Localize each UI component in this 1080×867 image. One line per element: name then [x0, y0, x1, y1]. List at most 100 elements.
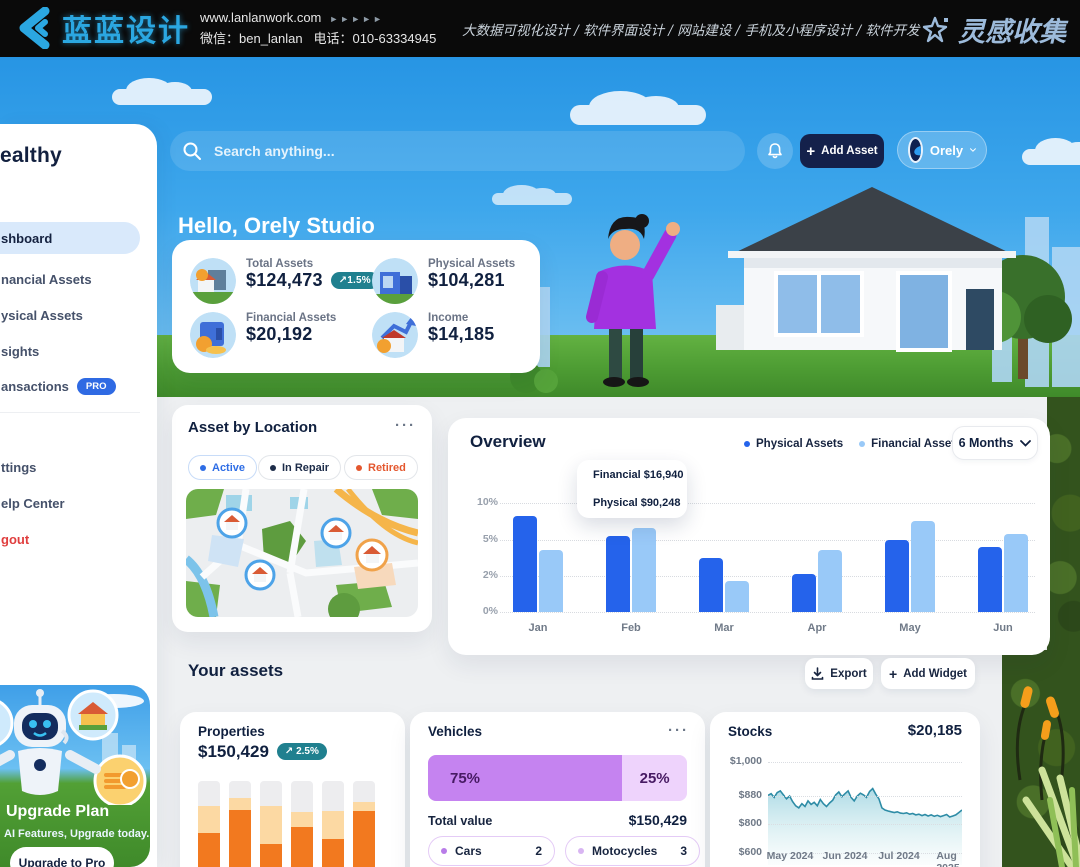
divider	[0, 412, 140, 413]
dot-icon	[441, 848, 447, 854]
pill-label: Cars	[455, 844, 482, 858]
pill-label: Motocycles	[592, 844, 658, 858]
stocks-chart	[767, 755, 963, 865]
more-options-icon[interactable]: ···	[668, 722, 689, 739]
chevron-down-icon	[970, 148, 976, 152]
search-bar[interactable]	[170, 131, 745, 171]
tooltip-row: Physical $90,248	[593, 497, 681, 509]
overview-xaxis: Jan Feb Mar Apr May Jun	[500, 622, 1035, 638]
arrows-icon: ►►►►►	[329, 14, 384, 24]
gridline	[768, 824, 962, 825]
overview-plot	[500, 500, 1035, 613]
profile-name: Orely	[929, 142, 964, 158]
overview-bar	[818, 549, 842, 612]
sidebar-item-logout[interactable]: gout	[1, 528, 29, 550]
x-tick-label: Aug 2025	[936, 850, 959, 867]
banner-services: 大数据可视化设计 / 软件界面设计 / 网站建设 / 手机及小程序设计 / 软件…	[462, 23, 920, 39]
trend-up-icon: ↗	[284, 746, 294, 757]
more-options-icon[interactable]: ···	[395, 417, 416, 434]
stacked-bar	[322, 781, 344, 867]
star-icon	[922, 16, 948, 42]
card-title: Properties	[198, 724, 265, 739]
x-tick-label: Feb	[621, 622, 641, 634]
cloud	[570, 91, 706, 125]
search-input[interactable]	[212, 142, 652, 160]
app-brand: ealthy	[0, 144, 62, 167]
sidebar-item-label: nancial Assets	[1, 271, 92, 287]
chart-tooltip: Financial $16,940 Physical $90,248	[577, 460, 687, 518]
map-pin-retired[interactable]	[355, 538, 389, 572]
brand-banner: 蓝蓝设计 www.lanlanwork.com ►►►►► 微信：ben_lanl…	[0, 0, 1080, 57]
vehicles-card: Vehicles ··· 75% 25% Total value $150,42…	[410, 712, 705, 867]
stat-income: Income $14,185	[372, 312, 494, 358]
bell-icon	[768, 143, 782, 159]
sky-background	[0, 57, 1080, 397]
filter-active[interactable]: Active	[188, 455, 258, 480]
range-select[interactable]: 6 Months	[952, 426, 1038, 460]
sidebar-item-label: elp Center	[1, 495, 65, 511]
bar-segment	[353, 781, 375, 802]
trend-up-badge: ↗ 2.5%	[276, 743, 327, 760]
chart-legend: Physical Assets Financial Assets	[744, 438, 962, 450]
bar-segment	[198, 806, 220, 834]
stat-financial-assets: Financial Assets $20,192	[190, 312, 336, 358]
overview-bar	[885, 540, 909, 612]
add-widget-button[interactable]: + Add Widget	[881, 658, 975, 689]
bar-segment	[291, 812, 313, 827]
stats-summary-card: Total Assets $124,473 ↗ 1.5% Physical Asse…	[172, 240, 540, 373]
dot-icon	[578, 848, 584, 854]
dashboard-app: ealthy shboard nancial Assets ysical Ass…	[0, 57, 1080, 867]
house	[716, 187, 1016, 352]
split-right: 25%	[622, 755, 687, 801]
x-tick-label: May 2024	[766, 850, 814, 862]
upgrade-to-pro-button[interactable]: Upgrade to Pro	[10, 847, 114, 867]
location-map[interactable]	[186, 489, 418, 617]
vehicle-pill-motocycles[interactable]: Motocycles 3	[565, 836, 700, 866]
card-title: Overview	[470, 432, 546, 451]
sidebar-item-help-center[interactable]: elp Center	[1, 492, 65, 514]
banner-url[interactable]: www.lanlanwork.com	[200, 10, 322, 25]
vehicles-split-bar: 75% 25%	[428, 755, 687, 801]
vehicle-pill-cars[interactable]: Cars 2	[428, 836, 555, 866]
x-tick-label: Jun 2024	[822, 850, 868, 862]
map-pin[interactable]	[320, 517, 352, 549]
x-tick-label: Jul 2024	[878, 850, 920, 862]
bar-segment	[229, 797, 251, 811]
notifications-button[interactable]	[757, 133, 793, 169]
total-value: $150,429	[628, 812, 687, 828]
sidebar-item-physical-assets[interactable]: ysical Assets	[1, 304, 83, 326]
sidebar-item-transactions[interactable]: ansactions PRO	[1, 375, 116, 397]
overview-bar	[606, 535, 630, 612]
section-title: Your assets	[188, 661, 284, 680]
plus-icon: +	[889, 665, 898, 682]
trend-up-badge: ↗ 1.5%	[330, 272, 379, 289]
inspiration-collect[interactable]: 灵感收集	[920, 10, 1066, 49]
map-pin[interactable]	[216, 507, 248, 539]
stocks-xaxis: May 2024 Jun 2024 Jul 2024 Aug 2025	[766, 850, 962, 867]
filter-in-repair[interactable]: In Repair	[258, 455, 342, 480]
export-button[interactable]: Export	[805, 658, 873, 689]
overview-bar	[539, 549, 563, 612]
page-greeting: Hello, Orely Studio	[178, 212, 375, 238]
profile-menu[interactable]: Orely	[897, 131, 987, 169]
map-pin[interactable]	[244, 559, 276, 591]
pro-badge: PRO	[76, 377, 116, 395]
sidebar-item-financial-assets[interactable]: nancial Assets	[1, 268, 92, 290]
upgrade-plan-card: Upgrade Plan AI Features, Upgrade today.…	[0, 685, 150, 867]
filter-retired[interactable]: Retired	[344, 455, 418, 480]
tooltip-row: Financial $16,940	[593, 469, 684, 481]
x-tick-label: Apr	[807, 622, 827, 634]
stat-total-assets: Total Assets $124,473 ↗ 1.5%	[190, 258, 379, 304]
gridline	[768, 853, 962, 854]
overview-bar	[1004, 534, 1028, 612]
plus-icon: +	[806, 142, 816, 160]
asset-by-location-card: Asset by Location ··· Active In Repair R…	[172, 405, 432, 632]
sidebar-item-insights[interactable]: sights	[1, 340, 39, 362]
properties-value: $150,429 ↗ 2.5%	[198, 742, 327, 762]
stocks-area-chart	[767, 787, 963, 865]
sidebar-item-dashboard[interactable]: shboard	[1, 227, 52, 249]
sidebar-item-settings[interactable]: ttings	[1, 456, 36, 478]
stat-label: Financial Assets	[246, 312, 337, 324]
add-asset-button[interactable]: + Add Asset	[800, 134, 884, 168]
